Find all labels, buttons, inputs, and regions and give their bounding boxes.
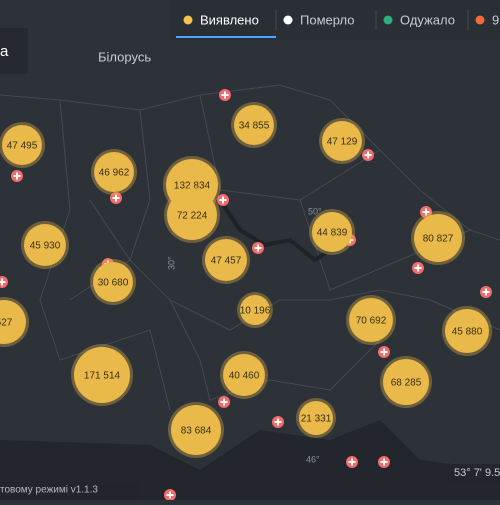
bubble-label: 132 834 <box>174 181 211 192</box>
bubble[interactable] <box>299 401 333 435</box>
tab-label[interactable]: Одужало <box>400 12 455 27</box>
marker-cross <box>13 172 21 180</box>
marker-cross <box>254 244 262 252</box>
bubble-label: 30 680 <box>98 278 129 289</box>
bubble-label: 46 962 <box>99 168 130 179</box>
active-underline <box>176 36 276 38</box>
marker-cross <box>219 196 227 204</box>
bubble[interactable] <box>0 300 26 344</box>
marker-cross <box>221 91 229 99</box>
coordinates: 53° 7' 9.5 <box>454 467 500 479</box>
bubble[interactable] <box>93 262 133 302</box>
bubble-label: 47 495 <box>7 141 38 152</box>
marker-cross <box>364 151 372 159</box>
bubble-label: 34 855 <box>239 121 270 132</box>
tab-dot <box>283 15 293 25</box>
panel-label: а <box>0 43 9 60</box>
markers <box>0 89 492 501</box>
tab-label[interactable]: Померло <box>300 12 355 27</box>
tab-dot <box>383 15 393 25</box>
footer-bg <box>0 482 140 500</box>
bubble-label: 45 880 <box>452 327 483 338</box>
bubble[interactable] <box>2 125 42 165</box>
bubble-label: 72 224 <box>177 211 208 222</box>
marker-cross <box>166 491 174 499</box>
bubble-label: 83 684 <box>181 426 212 437</box>
bubble[interactable] <box>234 105 274 145</box>
bubble[interactable] <box>223 354 265 396</box>
marker-cross <box>380 348 388 356</box>
bubble-label: 171 514 <box>84 371 121 382</box>
bubble[interactable] <box>240 295 270 325</box>
bubble-label: 21 331 <box>301 414 332 425</box>
panel[interactable] <box>0 28 28 74</box>
tab-dot <box>475 15 485 25</box>
marker-cross <box>220 398 228 406</box>
tab-bar <box>170 0 500 40</box>
bubble-label: 68 285 <box>391 378 422 389</box>
tab-label[interactable]: 9 <box>492 12 499 27</box>
bubble[interactable] <box>167 190 217 240</box>
meridian-label: 46° <box>306 454 320 464</box>
marker-cross <box>274 418 282 426</box>
bubble[interactable] <box>383 359 429 405</box>
bubble[interactable] <box>171 405 221 455</box>
tab-label[interactable]: Виявлено <box>200 12 259 27</box>
meridian-label: 30° <box>166 256 176 270</box>
bubble[interactable] <box>312 212 352 252</box>
bubble-label: 45 930 <box>30 241 61 252</box>
coord-bg <box>448 464 500 482</box>
marker-cross <box>112 194 120 202</box>
bubble-label: 527 <box>0 318 13 329</box>
tab-dot <box>183 15 193 25</box>
country-label: Білорусь <box>98 49 151 64</box>
bubble-label: 44 839 <box>317 228 348 239</box>
bubble[interactable] <box>24 224 66 266</box>
bubble[interactable] <box>94 152 134 192</box>
bubble-label: 47 129 <box>327 137 358 148</box>
bubble[interactable] <box>74 347 130 403</box>
meridian-label: 50° <box>308 206 322 216</box>
marker-cross <box>0 278 6 286</box>
bubble[interactable] <box>205 239 247 281</box>
marker-cross <box>348 458 356 466</box>
tabs: Виявлено Померло Одужало 9 <box>176 10 499 38</box>
marker-cross <box>380 458 388 466</box>
sea <box>0 420 500 500</box>
bubble-label: 10 196 <box>240 306 271 317</box>
marker-cross <box>422 208 430 216</box>
river <box>218 198 332 263</box>
bubble-label: 40 460 <box>229 371 260 382</box>
bubble-label: 47 457 <box>211 256 242 267</box>
bubble[interactable] <box>445 309 489 353</box>
bubble[interactable] <box>414 214 462 262</box>
bubble[interactable] <box>322 121 362 161</box>
version: товому режимі v1.1.3 <box>0 485 98 496</box>
bubbles: 47 495 46 962 132 834 72 224 34 855 47 129 44 … <box>0 102 492 458</box>
marker-cross <box>482 288 490 296</box>
bubble[interactable] <box>349 298 393 342</box>
bubble-label: 80 827 <box>423 234 454 245</box>
bubble-label: 70 692 <box>356 316 387 327</box>
marker-cross <box>414 264 422 272</box>
